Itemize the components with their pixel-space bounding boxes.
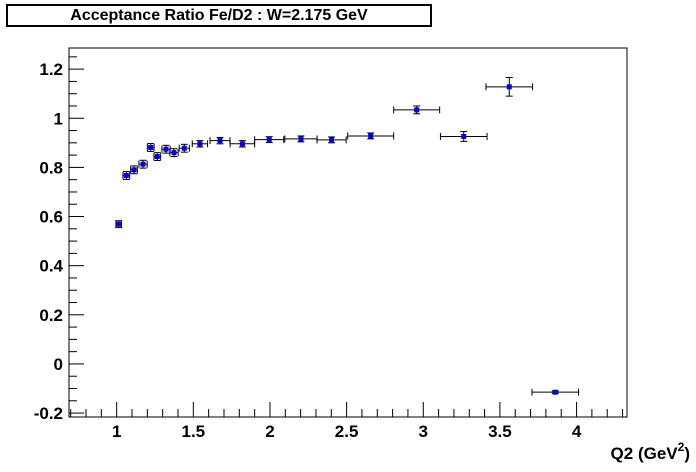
data-point [485, 76, 534, 97]
data-point [146, 143, 155, 152]
data-point [393, 105, 441, 115]
marker-square [154, 154, 160, 160]
data-point [130, 165, 138, 175]
data-point [115, 220, 123, 229]
x-tick-label: 4 [572, 422, 582, 441]
x-tick-label: 2 [265, 422, 274, 441]
x-tick-label: 2.5 [335, 422, 359, 441]
y-axis: -0.2 0 0.2 0.4 0.6 0.8 1 1.2 [34, 56, 84, 423]
marker-square [217, 138, 223, 144]
x-tick-label: 1.5 [182, 422, 206, 441]
data-point [178, 143, 190, 153]
data-point [347, 132, 395, 140]
plot-frame [68, 47, 628, 418]
data-point [209, 136, 231, 145]
y-tick-label: 1 [54, 109, 63, 128]
data-point [169, 148, 179, 158]
marker-square [414, 107, 420, 113]
x-tick-label: 3 [419, 422, 428, 441]
data-point [229, 140, 256, 148]
x-tick-label: 3.5 [488, 422, 512, 441]
data-point [284, 135, 318, 143]
data-series [115, 76, 580, 396]
marker-square [181, 145, 187, 151]
x-axis-title: Q2 (GeV2) [611, 440, 690, 463]
marker-square [116, 221, 122, 227]
plot-title-box: Acceptance Ratio Fe/D2 : W=2.175 GeV [6, 4, 432, 27]
marker-square [298, 136, 304, 142]
y-tick-label: 1.2 [39, 60, 63, 79]
plot-title: Acceptance Ratio Fe/D2 : W=2.175 GeV [70, 6, 368, 24]
marker-square [171, 150, 177, 156]
data-point [316, 136, 347, 144]
marker-square [123, 173, 129, 179]
y-tick-label: 0.4 [39, 257, 63, 276]
marker-square [140, 161, 146, 167]
marker-square [329, 137, 335, 143]
marker-square [266, 137, 272, 143]
marker-square [163, 146, 169, 152]
data-point [254, 136, 285, 144]
data-point [122, 171, 131, 180]
y-tick-label: 0.2 [39, 306, 63, 325]
marker-square [506, 84, 512, 90]
y-tick-label: 0.6 [39, 208, 63, 227]
marker-square [368, 133, 374, 139]
marker-square [552, 389, 558, 395]
data-point [161, 144, 171, 154]
y-tick-label: -0.2 [34, 404, 63, 423]
y-tick-label: 0.8 [39, 158, 63, 177]
data-point [531, 388, 580, 396]
x-axis: 1 1.5 2 2.5 3 3.5 4 [70, 402, 624, 441]
x-tick-label: 1 [112, 422, 121, 441]
data-point [153, 152, 162, 162]
marker-square [461, 133, 467, 139]
marker-square [239, 141, 245, 147]
data-point [191, 140, 209, 148]
data-point [138, 159, 148, 169]
marker-square [197, 141, 203, 147]
marker-square [131, 167, 137, 173]
marker-square [148, 144, 154, 150]
data-point [439, 131, 488, 142]
y-tick-label: 0 [54, 355, 63, 374]
